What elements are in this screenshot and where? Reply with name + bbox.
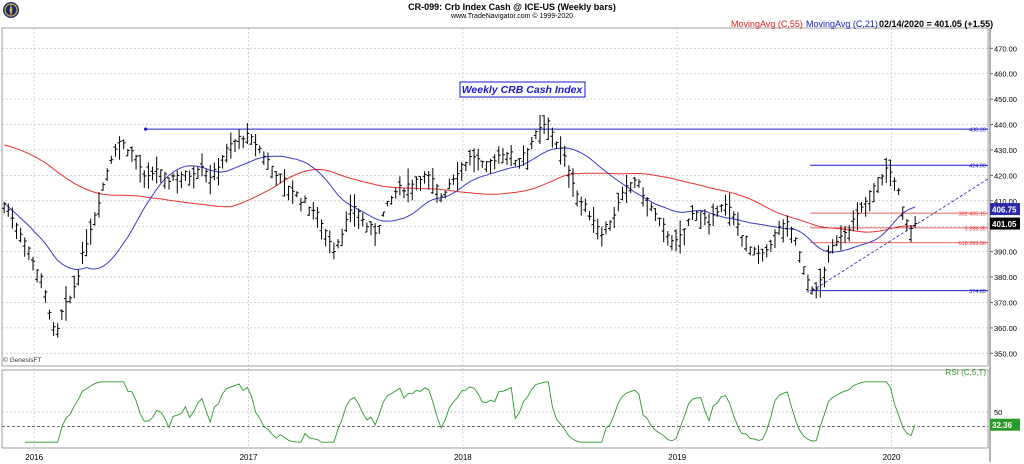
level-label: 374.65 [969, 289, 986, 295]
last-price-box [990, 217, 1020, 230]
last-price-label: 401.05 [992, 220, 1017, 229]
price-tick-label: 390.00 [994, 248, 1017, 257]
chart-subtitle: www.TradeNavigator.com © 1999-2020 [450, 13, 573, 20]
ma21-series [3, 147, 916, 271]
price-axis: 350.00360.00370.00380.00390.00400.00410.… [990, 44, 1020, 431]
ma21-last-value-box [990, 203, 1020, 216]
level-label: 618 393.50 [958, 241, 986, 247]
rsi-tick-label: 50 [994, 408, 1002, 417]
ma55-legend: MovingAvg (C,55) [731, 19, 803, 29]
year-tick-label: 2016 [25, 453, 43, 462]
time-axis: 2016 2017 2018 2019 2020 [25, 453, 901, 462]
year-tick-label: 2020 [883, 453, 901, 462]
level-lines: 438.20 424.00 382 405.15 5 399.35 618 393.50… [144, 127, 989, 295]
ma55-series [3, 144, 916, 233]
last-value-legend: 02/14/2020 = 401.05 (+1.55) [879, 19, 994, 29]
price-tick-label: 350.00 [994, 349, 1017, 358]
price-tick-label: 380.00 [994, 273, 1017, 282]
rsi-last-value-label: 32.36 [992, 421, 1013, 430]
source-label: © GenesisFT [3, 356, 41, 364]
ma21-legend: MovingAvg (C,21) [806, 19, 878, 29]
panes: Weekly CRB Cash Index © GenesisFT [1, 27, 991, 462]
price-tick-label: 420.00 [994, 171, 1017, 180]
level-label: 438.20 [969, 128, 986, 134]
price-tick-label: 460.00 [994, 70, 1017, 79]
price-tick-label: 470.00 [994, 44, 1017, 53]
rsi-pane-frame [1, 369, 989, 449]
year-tick-label: 2017 [240, 453, 258, 462]
trade-navigator-logo-icon [3, 2, 19, 18]
rsi-line [24, 381, 916, 443]
chart-title: CR-099: Crb Index Cash @ ICE-US (Weekly … [408, 2, 616, 12]
price-tick-label: 370.00 [994, 298, 1017, 307]
level-label: 424.00 [969, 164, 986, 170]
price-tick-label: 360.00 [994, 324, 1017, 333]
year-tick-label: 2019 [668, 453, 686, 462]
grid [2, 28, 988, 448]
price-tick-label: 450.00 [994, 95, 1017, 104]
year-tick-label: 2018 [454, 453, 472, 462]
price-tick-label: 440.00 [994, 121, 1017, 130]
annotation-box [459, 81, 586, 98]
rsi-series: RSI (C,5,T) [2, 368, 988, 443]
trendline [812, 178, 989, 291]
ma55-line [3, 144, 916, 233]
price-bars [2, 114, 918, 338]
ma21-last-value-label: 406.75 [992, 206, 1017, 215]
level-label: 5 399.35 [965, 226, 986, 232]
price-pane-frame [1, 27, 989, 367]
ma21-line [3, 147, 916, 271]
rsi-legend: RSI (C,5,T) [946, 368, 987, 377]
rsi-last-value-box [990, 418, 1020, 431]
price-tick-label: 430.00 [994, 146, 1017, 155]
level-anchor-dot [144, 127, 148, 131]
price-tick-label: 410.00 [994, 197, 1017, 206]
level-label: 382 405.15 [958, 212, 986, 218]
annotation-text: Weekly CRB Cash Index [462, 84, 584, 96]
